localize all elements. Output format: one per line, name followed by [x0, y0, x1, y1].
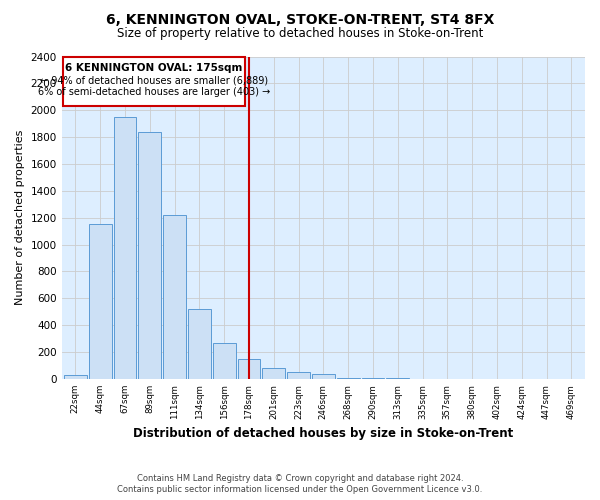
Bar	[188, 309, 211, 379]
Bar	[287, 372, 310, 379]
Bar	[337, 378, 359, 379]
Bar	[63, 56, 245, 106]
Text: Contains HM Land Registry data © Crown copyright and database right 2024.
Contai: Contains HM Land Registry data © Crown c…	[118, 474, 482, 494]
Bar	[64, 375, 87, 379]
Bar	[262, 368, 285, 379]
Text: Size of property relative to detached houses in Stoke-on-Trent: Size of property relative to detached ho…	[117, 28, 483, 40]
Bar	[163, 215, 186, 379]
Text: 6% of semi-detached houses are larger (403) →: 6% of semi-detached houses are larger (4…	[38, 88, 270, 98]
X-axis label: Distribution of detached houses by size in Stoke-on-Trent: Distribution of detached houses by size …	[133, 427, 514, 440]
Bar	[386, 378, 409, 379]
Text: ← 94% of detached houses are smaller (6,889): ← 94% of detached houses are smaller (6,…	[40, 76, 268, 86]
Bar	[139, 132, 161, 379]
Bar	[113, 117, 136, 379]
Text: 6 KENNINGTON OVAL: 175sqm: 6 KENNINGTON OVAL: 175sqm	[65, 63, 243, 73]
Bar	[213, 344, 236, 379]
Bar	[362, 378, 385, 379]
Bar	[238, 359, 260, 379]
Y-axis label: Number of detached properties: Number of detached properties	[15, 130, 25, 306]
Text: 6, KENNINGTON OVAL, STOKE-ON-TRENT, ST4 8FX: 6, KENNINGTON OVAL, STOKE-ON-TRENT, ST4 …	[106, 12, 494, 26]
Bar	[89, 224, 112, 379]
Bar	[312, 374, 335, 379]
